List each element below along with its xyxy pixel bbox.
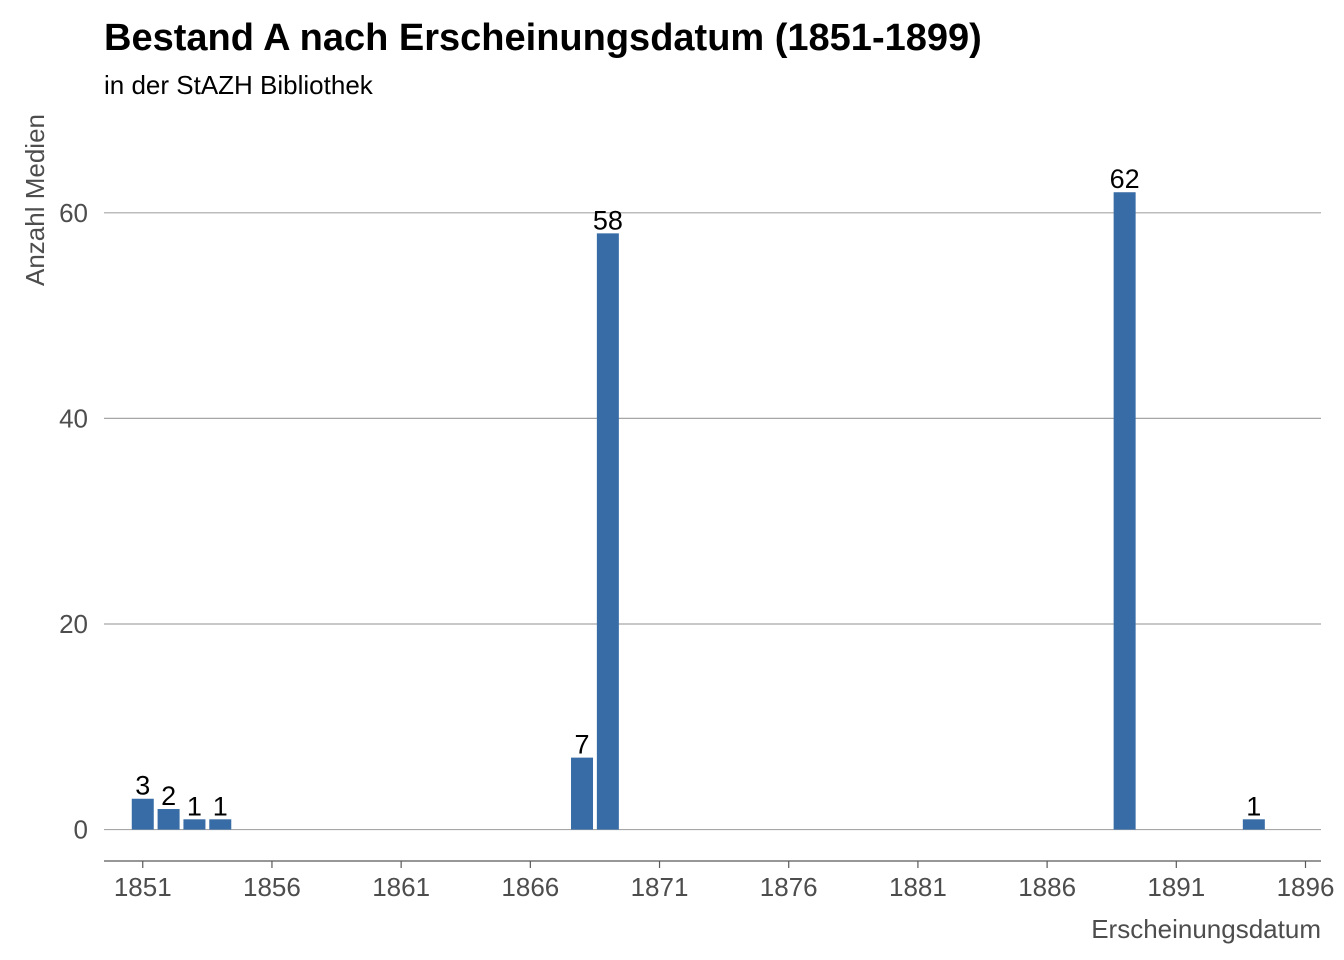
bar xyxy=(596,233,619,830)
x-tick-label: 1851 xyxy=(114,872,172,902)
gridlines xyxy=(104,212,1321,831)
bars xyxy=(131,192,1265,830)
x-tick-label: 1861 xyxy=(372,872,430,902)
x-tick-label: 1856 xyxy=(243,872,301,902)
bar-value-label: 2 xyxy=(161,781,176,811)
bar-value-label: 1 xyxy=(187,791,202,821)
bar-value-label: 7 xyxy=(574,730,589,760)
bar-value-label: 58 xyxy=(593,205,623,235)
y-tick-label: 20 xyxy=(59,609,88,639)
bar-value-label: 3 xyxy=(135,771,150,801)
x-tick-label: 1886 xyxy=(1018,872,1076,902)
bar xyxy=(183,819,206,830)
bar xyxy=(157,809,180,830)
y-axis-title: Anzahl Medien xyxy=(20,114,50,286)
x-tick-label: 1871 xyxy=(631,872,689,902)
x-tick-label: 1896 xyxy=(1277,872,1335,902)
bar xyxy=(209,819,232,830)
bar-value-label: 1 xyxy=(213,791,228,821)
bar xyxy=(1113,192,1136,830)
bar-value-label: 1 xyxy=(1246,791,1261,821)
bar-value-label: 62 xyxy=(1110,164,1140,194)
x-tick-label: 1866 xyxy=(501,872,559,902)
y-tick-label: 0 xyxy=(74,815,88,845)
y-tick-label: 60 xyxy=(59,198,88,228)
bar xyxy=(571,757,594,830)
x-axis-title: Erscheinungsdatum xyxy=(1091,914,1321,944)
axes: 0 20 40 60 1851 1856 1861 1866 1871 1876 1881 1886 1… xyxy=(20,114,1334,944)
bar xyxy=(1242,819,1265,830)
x-tick-label: 1891 xyxy=(1147,872,1205,902)
x-tick-label: 1881 xyxy=(889,872,947,902)
chart-title: Bestand A nach Erscheinungsdatum (1851-1… xyxy=(104,17,982,59)
chart-subtitle: in der StAZH Bibliothek xyxy=(104,70,373,100)
x-tick-label: 1876 xyxy=(760,872,818,902)
bar xyxy=(131,798,154,830)
y-tick-label: 40 xyxy=(59,403,88,433)
